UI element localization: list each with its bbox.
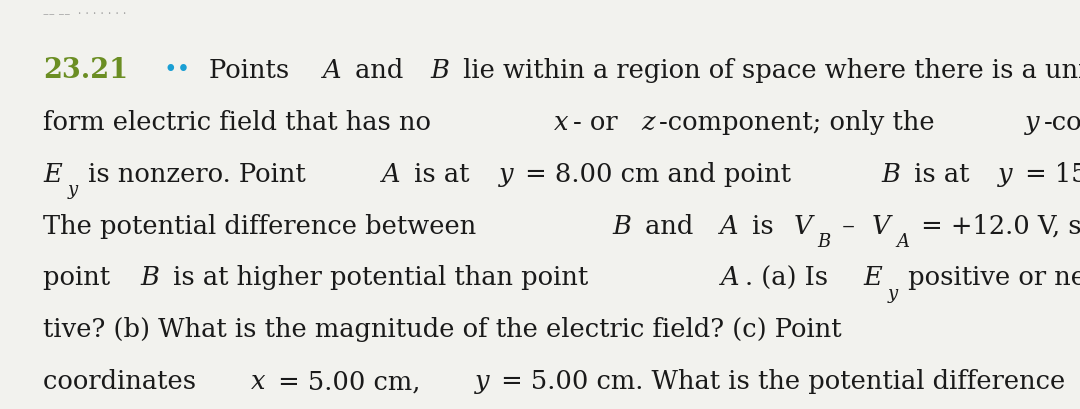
Text: A: A [382, 162, 401, 187]
Text: 23.21: 23.21 [43, 57, 129, 84]
Text: and: and [637, 213, 702, 238]
Text: A: A [721, 265, 740, 290]
Text: = 15.0 cm.: = 15.0 cm. [1017, 162, 1080, 187]
Text: -component: -component [1043, 110, 1080, 135]
Text: A: A [720, 213, 739, 238]
Text: ••: •• [163, 58, 191, 81]
Text: = +12.0 V, so: = +12.0 V, so [913, 213, 1080, 238]
Text: coordinates: coordinates [43, 369, 204, 394]
Text: y: y [1025, 110, 1039, 135]
Text: –– ––  · · · · · · ·: –– –– · · · · · · · [43, 9, 126, 21]
Text: V: V [872, 213, 891, 238]
Text: x: x [554, 110, 569, 135]
Text: point: point [43, 265, 119, 290]
Text: B: B [881, 162, 901, 187]
Text: E: E [863, 265, 881, 290]
Text: = 8.00 cm and point: = 8.00 cm and point [517, 162, 799, 187]
Text: y: y [67, 181, 78, 199]
Text: positive or nega-: positive or nega- [901, 265, 1080, 290]
Text: is at: is at [406, 162, 477, 187]
Text: -component; only the: -component; only the [659, 110, 943, 135]
Text: –: – [835, 213, 863, 238]
Text: z: z [642, 110, 654, 135]
Text: Points: Points [210, 58, 298, 83]
Text: y: y [499, 162, 513, 187]
Text: V: V [793, 213, 812, 238]
Text: is at higher potential than point: is at higher potential than point [164, 265, 596, 290]
Text: = 5.00 cm,: = 5.00 cm, [270, 369, 429, 394]
Text: = 5.00 cm. What is the potential difference: = 5.00 cm. What is the potential differe… [494, 369, 1066, 394]
Text: y: y [888, 285, 897, 303]
Text: form electric field that has no: form electric field that has no [43, 110, 440, 135]
Text: . (a) Is: . (a) Is [745, 265, 837, 290]
Text: y: y [998, 162, 1013, 187]
Text: is at: is at [906, 162, 977, 187]
Text: is: is [744, 213, 782, 238]
Text: - or: - or [573, 110, 625, 135]
Text: B: B [612, 213, 632, 238]
Text: B: B [818, 233, 831, 251]
Text: lie within a region of space where there is a uni-: lie within a region of space where there… [455, 58, 1080, 83]
Text: The potential difference between: The potential difference between [43, 213, 485, 238]
Text: B: B [431, 58, 449, 83]
Text: y: y [474, 369, 489, 394]
Text: B: B [140, 265, 159, 290]
Text: and: and [348, 58, 411, 83]
Text: x: x [252, 369, 266, 394]
Text: A: A [896, 233, 909, 251]
Text: is nonzero. Point: is nonzero. Point [80, 162, 314, 187]
Text: E: E [43, 162, 62, 187]
Text: tive? (b) What is the magnitude of the electric field? (c) Point: tive? (b) What is the magnitude of the e… [43, 317, 850, 342]
Text: A: A [323, 58, 342, 83]
